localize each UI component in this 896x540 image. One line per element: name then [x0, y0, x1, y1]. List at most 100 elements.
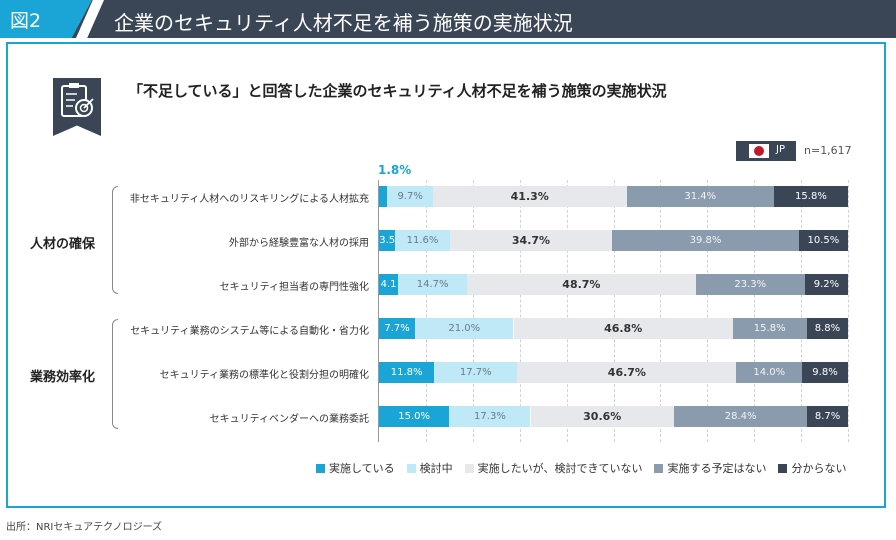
bar-segment: 3.5 — [379, 230, 396, 251]
bar-segment: 17.3% — [449, 406, 531, 427]
bar-segment: 28.4% — [674, 406, 808, 427]
data-label: 14.0% — [753, 367, 786, 378]
category-label: 外部から経験豊富な人材の採用 — [229, 238, 369, 249]
data-label: 41.3% — [510, 190, 549, 203]
data-label: 30.6% — [583, 410, 622, 423]
gridline — [425, 180, 427, 442]
page-title: 企業のセキュリティ人材不足を補う施策の実施状況 — [114, 11, 573, 35]
legend-swatch — [464, 463, 474, 473]
first-value-callout: 1.8% — [378, 163, 412, 177]
group-label-efficiency: 業務効率化 — [30, 370, 96, 385]
bar-segment: 14.7% — [398, 274, 468, 295]
data-label: 9.2% — [813, 279, 840, 290]
bar-segment: 23.3% — [695, 274, 805, 295]
data-label: 17.3% — [474, 411, 506, 422]
source-note: 出所：NRIセキュアテクノロジーズ — [6, 522, 163, 533]
figure-label: 図2 — [10, 10, 42, 32]
bar-segment: 21.0% — [415, 318, 514, 339]
data-label: 8.7% — [814, 411, 841, 422]
legend-swatch — [316, 463, 325, 473]
bar-segment: 41.3% — [432, 186, 627, 207]
bar-segment: 7.7% — [379, 318, 416, 339]
data-label: 4.1 — [380, 279, 397, 290]
legend-swatch — [778, 463, 788, 473]
bar-segment: 4.1 — [379, 274, 399, 295]
japan-flag-icon — [749, 144, 769, 158]
gridline — [754, 180, 756, 442]
data-label: 48.7% — [562, 278, 601, 291]
data-label: 9.8% — [812, 367, 838, 378]
data-label: 15.0% — [398, 411, 431, 422]
legend-item: 検討中 — [406, 460, 453, 476]
gridline — [613, 180, 615, 442]
data-label: 10.5% — [807, 235, 840, 246]
bar-segment — [379, 186, 388, 207]
bar-segment: 15.8% — [773, 186, 848, 207]
bar-segment: 11.8% — [379, 362, 435, 383]
bar-segment: 46.8% — [513, 318, 733, 339]
legend: 実施している 検討中 実施したいが、検討できていない 実施する予定はない 分から… — [316, 460, 846, 476]
bar-segment: 30.6% — [530, 406, 674, 427]
category-label: 非セキュリティ人材へのリスキリングによる人材拡充 — [129, 194, 369, 205]
data-label: 17.7% — [459, 367, 492, 378]
data-label: 9.7% — [397, 191, 423, 202]
data-label: 15.8% — [753, 323, 786, 334]
data-label: 39.8% — [689, 235, 722, 246]
legend-label: 実施している — [329, 462, 395, 475]
chart-title: 「不足している」と回答した企業のセキュリティ人材不足を補う施策の実施状況 — [128, 82, 667, 100]
data-label: 34.7% — [511, 234, 551, 247]
data-label: 15.8% — [795, 191, 827, 202]
bar-segment: 17.7% — [434, 362, 518, 383]
data-label: 23.3% — [734, 279, 767, 290]
legend-label: 実施する予定はない — [667, 462, 767, 475]
data-label: 3.5 — [379, 235, 396, 246]
data-label: 7.7% — [384, 323, 410, 334]
data-label: 46.7% — [607, 366, 646, 379]
bar-segment: 39.8% — [612, 230, 799, 251]
gridline — [472, 180, 474, 442]
gridline — [519, 180, 521, 442]
bar-segment: 46.7% — [517, 362, 737, 383]
bar-segment: 31.4% — [626, 186, 774, 207]
category-label: セキュリティ担当者の専門性強化 — [219, 282, 369, 293]
legend-swatch — [654, 463, 664, 473]
group-brace-efficiency — [112, 319, 118, 429]
group-label-talent: 人材の確保 — [30, 237, 96, 252]
data-label: 14.7% — [416, 279, 449, 290]
bar-segment: 9.8% — [802, 362, 848, 383]
bar-segment: 8.8% — [806, 318, 848, 339]
category-label: セキュリティ業務の標準化と役割分担の明確化 — [159, 370, 369, 381]
legend-label: 分からない — [791, 462, 847, 475]
bar-segment: 9.2% — [804, 274, 848, 295]
bar-segment: 10.5% — [798, 230, 848, 251]
bar-segment: 34.7% — [449, 230, 613, 251]
gridline — [707, 180, 709, 442]
category-label: セキュリティベンダーへの業務委託 — [209, 414, 369, 425]
data-label: 21.0% — [448, 323, 481, 334]
gridline — [566, 180, 568, 442]
gridline — [660, 180, 662, 442]
data-label: 11.8% — [390, 367, 423, 378]
bar-segment: 14.0% — [736, 362, 803, 383]
sample-size: n=1,617 — [804, 144, 852, 157]
data-label: 8.8% — [814, 323, 841, 334]
bar-segment: 48.7% — [467, 274, 696, 295]
legend-item: 分からない — [778, 460, 846, 476]
category-axis — [378, 180, 379, 442]
legend-item: 実施している — [316, 460, 395, 476]
figure-tag: 図2 — [0, 0, 92, 38]
data-label: 31.4% — [684, 191, 717, 202]
data-label: 46.8% — [604, 322, 643, 335]
legend-item: 実施したいが、検討できていない — [464, 460, 642, 476]
legend-item: 実施する予定はない — [654, 460, 766, 476]
legend-label: 検討中 — [419, 462, 453, 475]
country-label: JP — [776, 144, 785, 155]
bar-segment: 8.7% — [807, 406, 848, 427]
category-label: セキュリティ業務のシステム等による自動化・省力化 — [130, 326, 369, 337]
data-label: 28.4% — [724, 411, 757, 422]
legend-swatch — [406, 463, 416, 473]
bar-segment: 15.8% — [732, 318, 807, 339]
header-bar: 図2 企業のセキュリティ人材不足を補う施策の実施状況 — [0, 0, 896, 38]
data-label: 11.6% — [406, 235, 439, 246]
bar-segment: 11.6% — [395, 230, 450, 251]
